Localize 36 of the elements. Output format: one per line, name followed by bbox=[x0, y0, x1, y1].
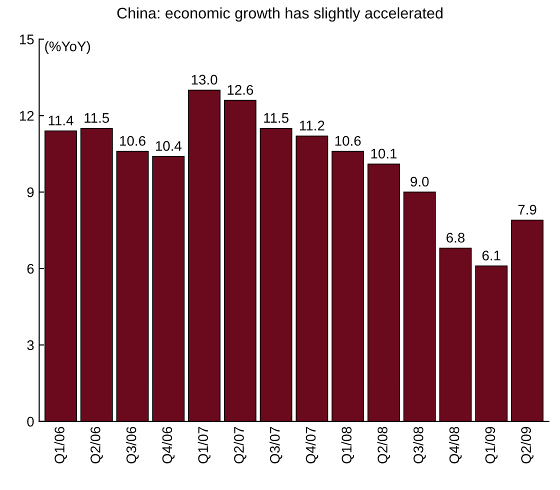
x-tick-label: Q3/06 bbox=[126, 426, 139, 464]
x-tick-label: Q1/08 bbox=[341, 426, 354, 464]
y-tick-label: 15 bbox=[20, 34, 34, 44]
data-label: 10.1 bbox=[371, 148, 397, 159]
data-label: 10.6 bbox=[120, 136, 146, 146]
data-label: 10.4 bbox=[156, 141, 182, 151]
y-axis-title: (%YoY) bbox=[45, 41, 90, 54]
data-label: 7.9 bbox=[518, 204, 536, 215]
data-label: 9.0 bbox=[410, 176, 429, 187]
data-label: 13.0 bbox=[192, 74, 218, 85]
x-tick-label: Q1/06 bbox=[54, 426, 67, 464]
data-label: 6.8 bbox=[446, 232, 465, 243]
data-label: 6.1 bbox=[482, 250, 500, 260]
y-tick-label: 9 bbox=[27, 187, 34, 198]
y-tick-label: 12 bbox=[20, 110, 34, 121]
data-label: 11.2 bbox=[300, 120, 324, 130]
data-label: 11.5 bbox=[264, 113, 288, 123]
x-tick-label: Q2/06 bbox=[90, 426, 103, 464]
x-tick-label: Q3/07 bbox=[270, 426, 282, 464]
y-tick-label: 6 bbox=[27, 264, 34, 274]
x-tick-label: Q3/08 bbox=[413, 426, 426, 464]
x-tick-label: Q4/06 bbox=[162, 426, 175, 464]
data-label: 10.6 bbox=[335, 136, 361, 146]
x-tick-label: Q4/08 bbox=[449, 426, 462, 464]
chart-title: China: economic growth has slightly accelerated bbox=[117, 7, 442, 22]
x-tick-label: Q1/09 bbox=[484, 426, 498, 464]
y-tick-label: 0 bbox=[27, 416, 34, 427]
data-label: 12.6 bbox=[228, 84, 254, 95]
x-tick-label: Q2/08 bbox=[377, 426, 390, 464]
data-label: 11.5 bbox=[84, 113, 110, 123]
x-tick-label: Q4/07 bbox=[305, 426, 318, 464]
x-tick-label: Q2/09 bbox=[520, 426, 534, 464]
data-label: 11.4 bbox=[48, 116, 74, 126]
x-tick-label: Q2/07 bbox=[234, 426, 246, 464]
x-tick-label: Q1/07 bbox=[198, 426, 210, 464]
y-tick-label: 3 bbox=[27, 340, 34, 350]
